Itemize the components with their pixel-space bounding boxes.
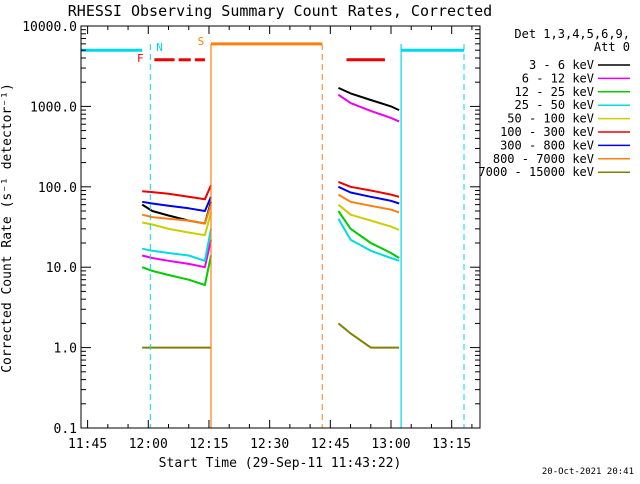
legend-title-line2: Att 0 xyxy=(594,40,630,54)
y-tick-label: 0.1 xyxy=(54,422,77,437)
series-line-100-300-kev xyxy=(338,180,400,198)
series-line-50-100-kev xyxy=(337,203,400,231)
legend-title-line1: Det 1,3,4,5,6,9, xyxy=(514,27,630,41)
legend-label: 6 - 12 keV xyxy=(522,71,594,85)
y-tick-label: 100.0 xyxy=(38,181,77,196)
flag-label-s: S xyxy=(198,35,205,48)
plot-border xyxy=(80,25,481,429)
legend-label: 100 - 300 keV xyxy=(500,125,594,139)
legend-label: 3 - 6 keV xyxy=(529,58,594,72)
footer-timestamp: 20-Oct-2021 20:41 xyxy=(542,467,634,477)
x-axis-label: Start Time (29-Sep-11 11:43:22) xyxy=(159,456,402,471)
legend-label: 50 - 100 keV xyxy=(507,112,594,126)
x-tick-label: 12:00 xyxy=(129,437,168,452)
series-line-25-50-kev xyxy=(337,218,400,262)
series-line-100-300-kev xyxy=(142,184,212,201)
legend-label: 25 - 50 keV xyxy=(515,98,594,112)
y-tick-label: 10000.0 xyxy=(22,20,77,35)
x-tick-label: 12:15 xyxy=(189,437,228,452)
plot-frame xyxy=(80,25,481,429)
x-tick-label: 13:15 xyxy=(432,437,471,452)
x-axis: 11:45 12:00 12:15 12:30 12:45 13:00 13:15 xyxy=(68,26,473,452)
chart-title: RHESSI Observing Summary Count Rates, Co… xyxy=(68,2,492,20)
legend-label: 7000 - 15000 keV xyxy=(478,165,594,179)
series-line-300-800-kev xyxy=(142,196,212,212)
series-line-6-12-kev xyxy=(337,93,400,123)
y-tick-label: 10.0 xyxy=(46,261,77,276)
y-tick-label: 1.0 xyxy=(54,342,77,357)
series-line-300-800-kev xyxy=(337,185,400,205)
legend-label: 12 - 25 keV xyxy=(515,85,594,99)
y-axis-label: Corrected Count Rate (s⁻¹ detector⁻¹) xyxy=(0,83,15,373)
series-line-7000-15000-kev xyxy=(337,322,400,349)
legend-label: 800 - 7000 keV xyxy=(493,152,594,166)
y-tick-label: 1000.0 xyxy=(30,100,77,115)
x-tick-label: 12:30 xyxy=(250,437,289,452)
series-line-3-6-kev xyxy=(337,86,400,112)
flag-label-f: F xyxy=(137,52,144,65)
x-tick-label: 11:45 xyxy=(68,437,107,452)
legend-label: 300 - 800 keV xyxy=(500,138,594,152)
series-line-800-7000-kev xyxy=(337,193,400,214)
series-line-12-25-kev xyxy=(141,255,212,286)
y-axis: 0.1 1.0 10.0 100.0 1000.0 10000.0 xyxy=(22,20,480,437)
x-tick-label: 13:00 xyxy=(371,437,410,452)
flag-label-n: N xyxy=(156,41,163,54)
series-line-25-50-kev xyxy=(141,228,212,262)
x-tick-label: 12:45 xyxy=(311,437,350,452)
series-line-12-25-kev xyxy=(337,210,400,259)
